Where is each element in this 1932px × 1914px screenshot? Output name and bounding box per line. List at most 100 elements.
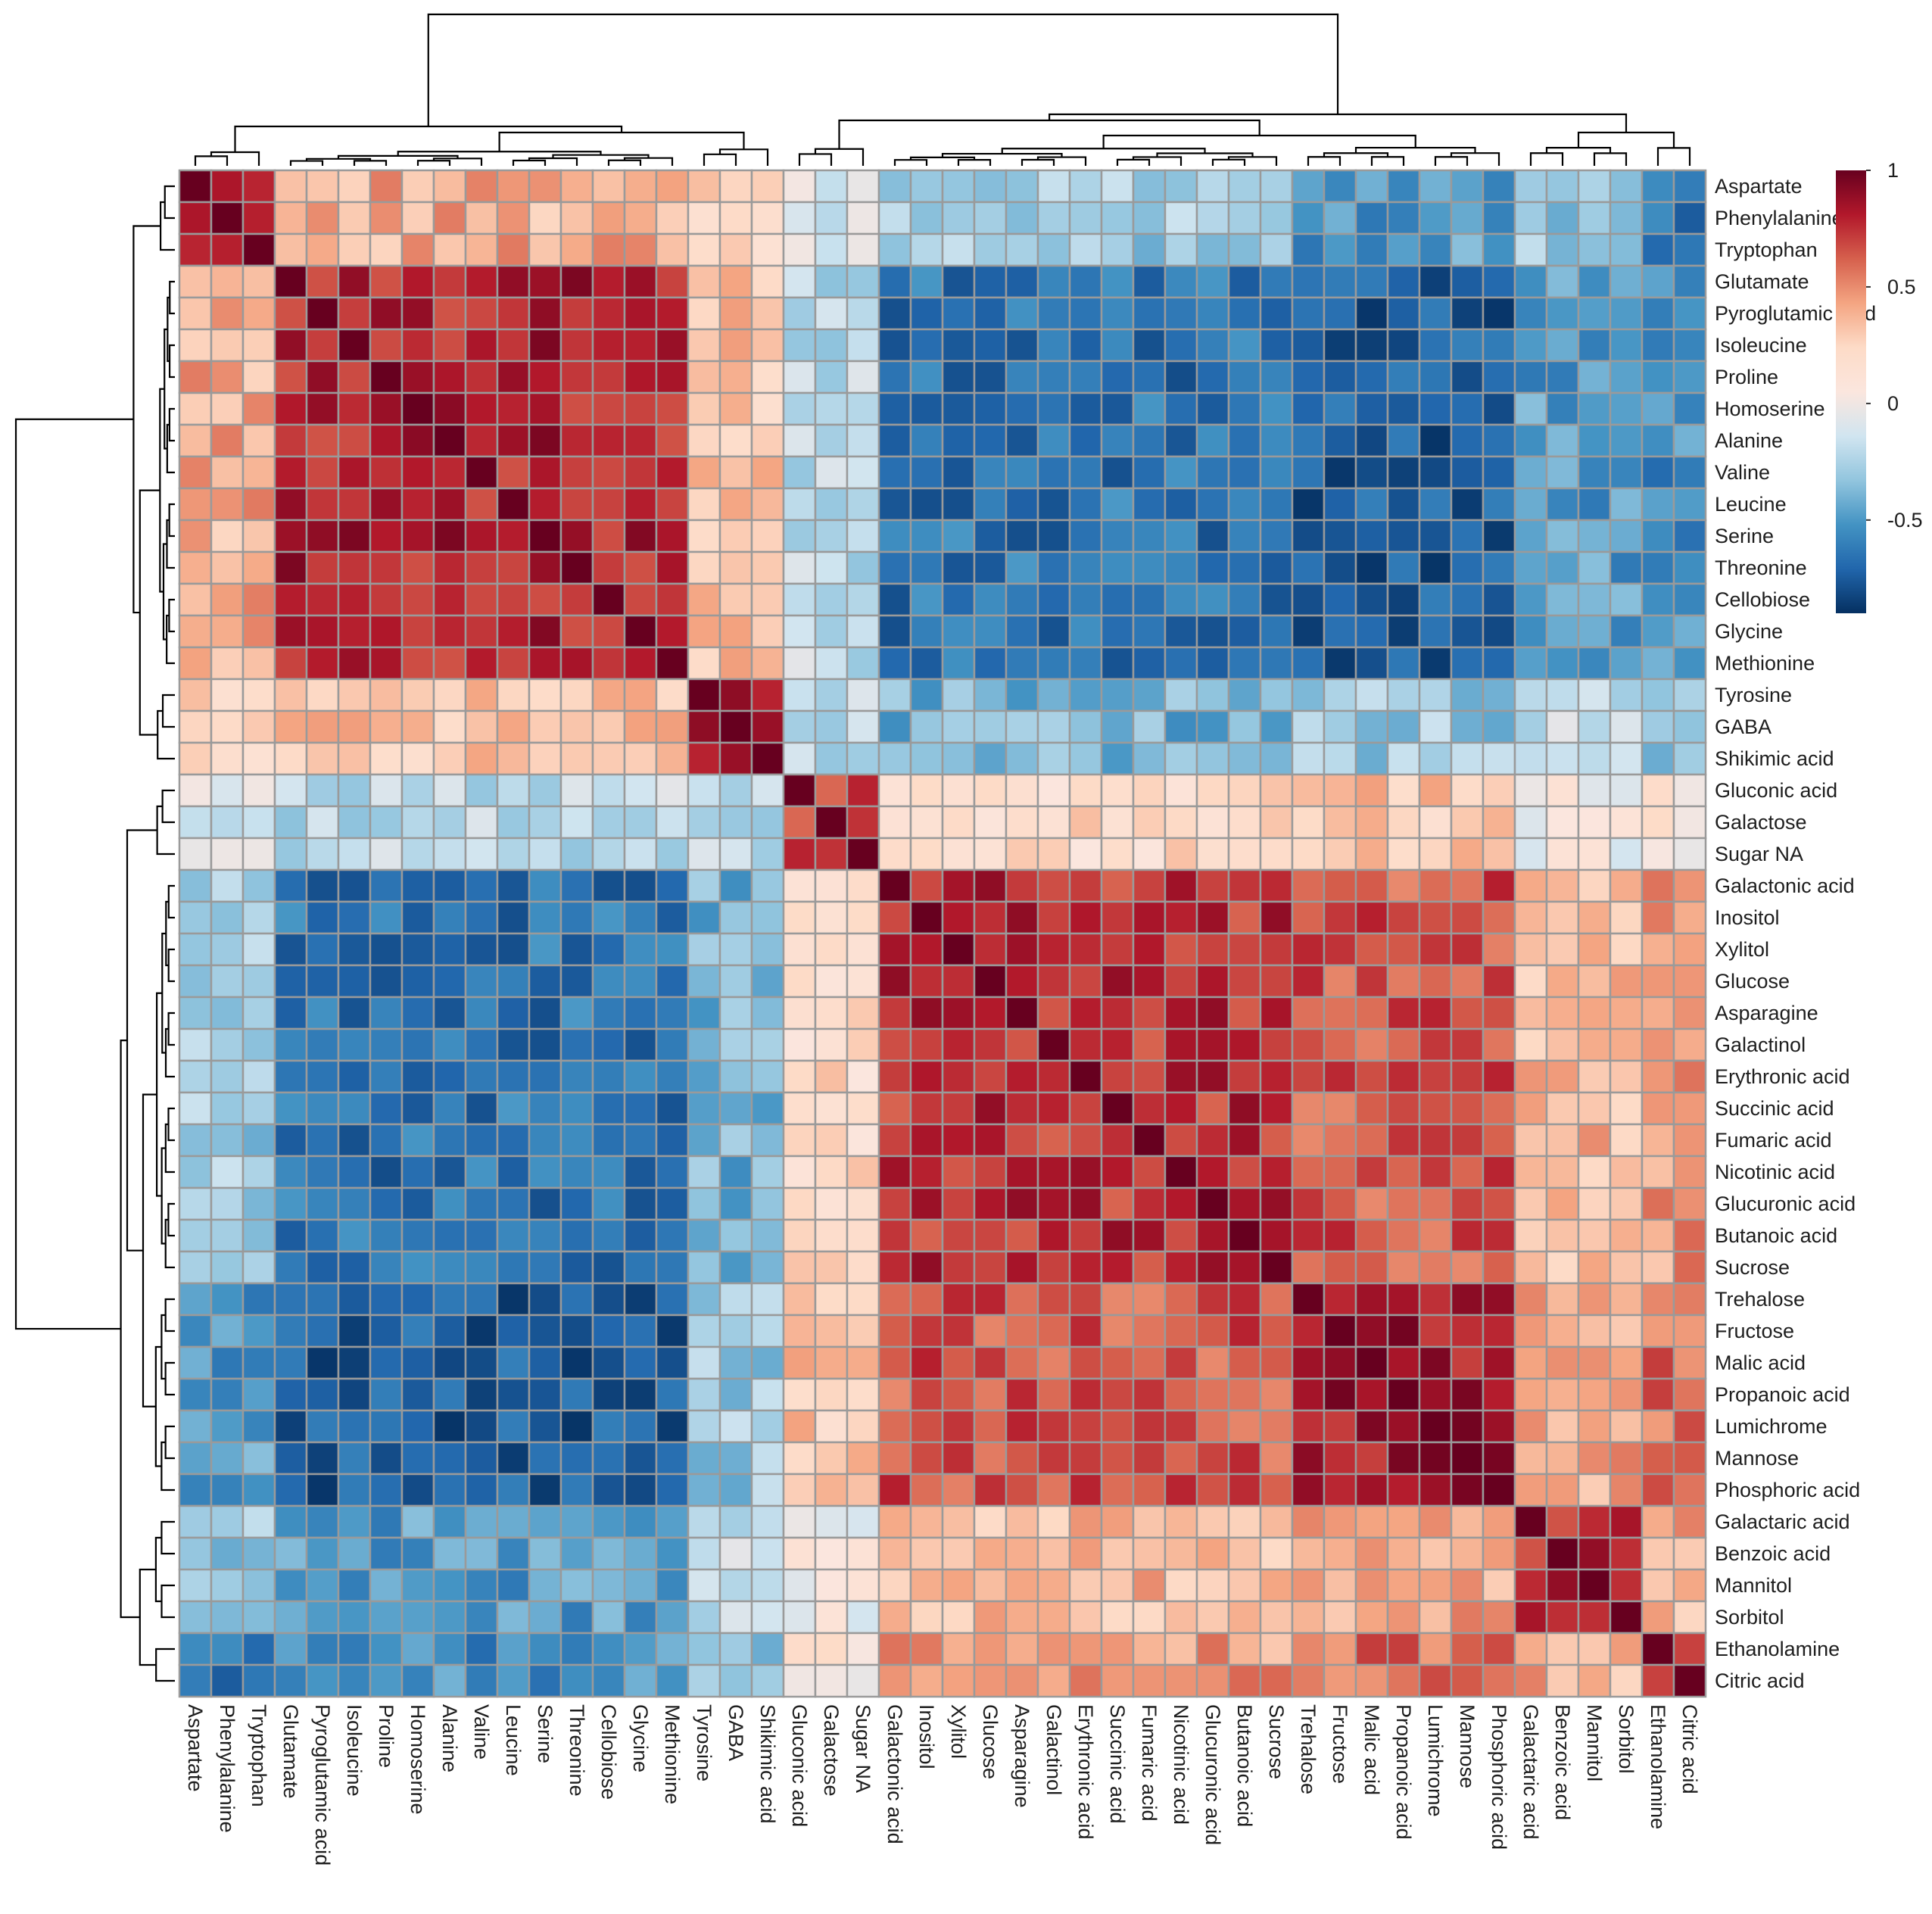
heatmap-cell — [814, 1504, 849, 1539]
heatmap-cell — [1227, 1536, 1262, 1571]
heatmap-cell — [464, 423, 499, 458]
heatmap-cell — [623, 1568, 658, 1603]
heatmap-cell — [1323, 932, 1357, 967]
heatmap-cell — [1354, 360, 1389, 394]
heatmap-cell — [1418, 487, 1453, 522]
heatmap-cell — [273, 360, 308, 394]
heatmap-cell — [305, 328, 340, 363]
heatmap-cell — [591, 296, 626, 331]
row-label: Mannose — [1715, 1447, 1799, 1470]
heatmap-cell — [941, 646, 976, 681]
heatmap-cell — [877, 646, 912, 681]
heatmap-cell — [1068, 1473, 1103, 1507]
heatmap-cell — [687, 1600, 721, 1635]
heatmap-cell — [1068, 1155, 1103, 1189]
heatmap-cell — [1227, 169, 1262, 204]
heatmap-cell — [1259, 487, 1294, 522]
heatmap-cell — [1386, 582, 1421, 617]
heatmap-cell — [337, 773, 372, 808]
heatmap-cell — [337, 1409, 372, 1444]
heatmap-cell — [973, 1663, 1008, 1698]
heatmap-cell — [877, 837, 912, 871]
heatmap-cell — [718, 1441, 753, 1476]
heatmap-cell — [1418, 932, 1453, 967]
heatmap-cell — [432, 1059, 467, 1094]
heatmap-cell — [210, 1504, 245, 1539]
heatmap-cell — [846, 1441, 880, 1476]
heatmap-cell — [687, 1218, 721, 1253]
heatmap-cell — [1132, 1155, 1167, 1189]
heatmap-cell — [337, 423, 372, 458]
heatmap-cell — [1036, 1123, 1071, 1158]
heatmap-cell — [1482, 1059, 1516, 1094]
heatmap-cell — [1609, 964, 1644, 999]
heatmap-cell — [1164, 232, 1198, 267]
heatmap-cell — [1068, 614, 1103, 649]
heatmap-cell — [687, 1504, 721, 1539]
heatmap-cell — [1164, 773, 1198, 808]
heatmap-cell — [1068, 1027, 1103, 1062]
heatmap-cell — [369, 1536, 404, 1571]
heatmap-cell — [337, 1663, 372, 1698]
dendrogram-branch — [512, 159, 547, 166]
heatmap-cell — [1195, 773, 1230, 808]
dendrogram-branch — [168, 598, 175, 633]
heatmap-cell — [1354, 1536, 1389, 1571]
heatmap-cell — [369, 868, 404, 903]
heatmap-cell — [1100, 805, 1135, 840]
dendrogram-branch — [164, 1027, 175, 1078]
heatmap-cell — [846, 996, 880, 1030]
heatmap-cell — [973, 868, 1008, 903]
heatmap-cell — [369, 582, 404, 617]
column-label: Valine — [470, 1704, 493, 1760]
heatmap-cell — [1291, 1155, 1326, 1189]
heatmap-cell — [655, 1155, 690, 1189]
heatmap-cell — [973, 805, 1008, 840]
heatmap-cell — [1545, 391, 1580, 426]
heatmap-cell — [623, 1632, 658, 1666]
heatmap-cell — [178, 296, 213, 331]
heatmap-cell — [1164, 1218, 1198, 1253]
heatmap-cell — [432, 1218, 467, 1253]
heatmap-cell — [750, 837, 785, 871]
heatmap-cell — [1195, 1218, 1230, 1253]
heatmap-cell — [337, 741, 372, 776]
heatmap-cell — [1513, 1632, 1548, 1666]
heatmap-cell — [1354, 1632, 1389, 1666]
heatmap-cell — [1227, 1473, 1262, 1507]
heatmap-cell — [1195, 741, 1230, 776]
heatmap-cell — [210, 1441, 245, 1476]
dendrogram-branch — [1593, 152, 1628, 166]
heatmap-cell — [782, 519, 817, 553]
heatmap-cell — [877, 391, 912, 426]
heatmap-cell — [1227, 1377, 1262, 1412]
heatmap-cell — [623, 232, 658, 267]
heatmap-cell — [210, 296, 245, 331]
heatmap-cell — [1545, 1027, 1580, 1062]
heatmap-cell — [432, 519, 467, 553]
heatmap-cell — [1259, 1250, 1294, 1285]
heatmap-cell — [941, 614, 976, 649]
heatmap-cell — [178, 423, 213, 458]
heatmap-cell — [623, 1377, 658, 1412]
heatmap-cell — [718, 423, 753, 458]
heatmap-cell — [1291, 1441, 1326, 1476]
heatmap-cell — [1577, 1632, 1612, 1666]
heatmap-cell — [1482, 360, 1516, 394]
heatmap-cell — [273, 487, 308, 522]
heatmap-cell — [1609, 1568, 1644, 1603]
heatmap-cell — [1291, 1536, 1326, 1571]
heatmap-cell — [687, 900, 721, 935]
heatmap-cell — [1132, 487, 1167, 522]
heatmap-cell — [623, 932, 658, 967]
heatmap-cell — [591, 1250, 626, 1285]
heatmap-cell — [1545, 868, 1580, 903]
heatmap-cell — [1545, 1155, 1580, 1189]
heatmap-cell — [1609, 900, 1644, 935]
dendrogram-branch — [814, 148, 865, 166]
heatmap-cell — [242, 773, 276, 808]
heatmap-cell — [273, 900, 308, 935]
heatmap-cell — [496, 1282, 531, 1317]
heatmap-cell — [242, 169, 276, 204]
heatmap-cell — [559, 455, 594, 490]
